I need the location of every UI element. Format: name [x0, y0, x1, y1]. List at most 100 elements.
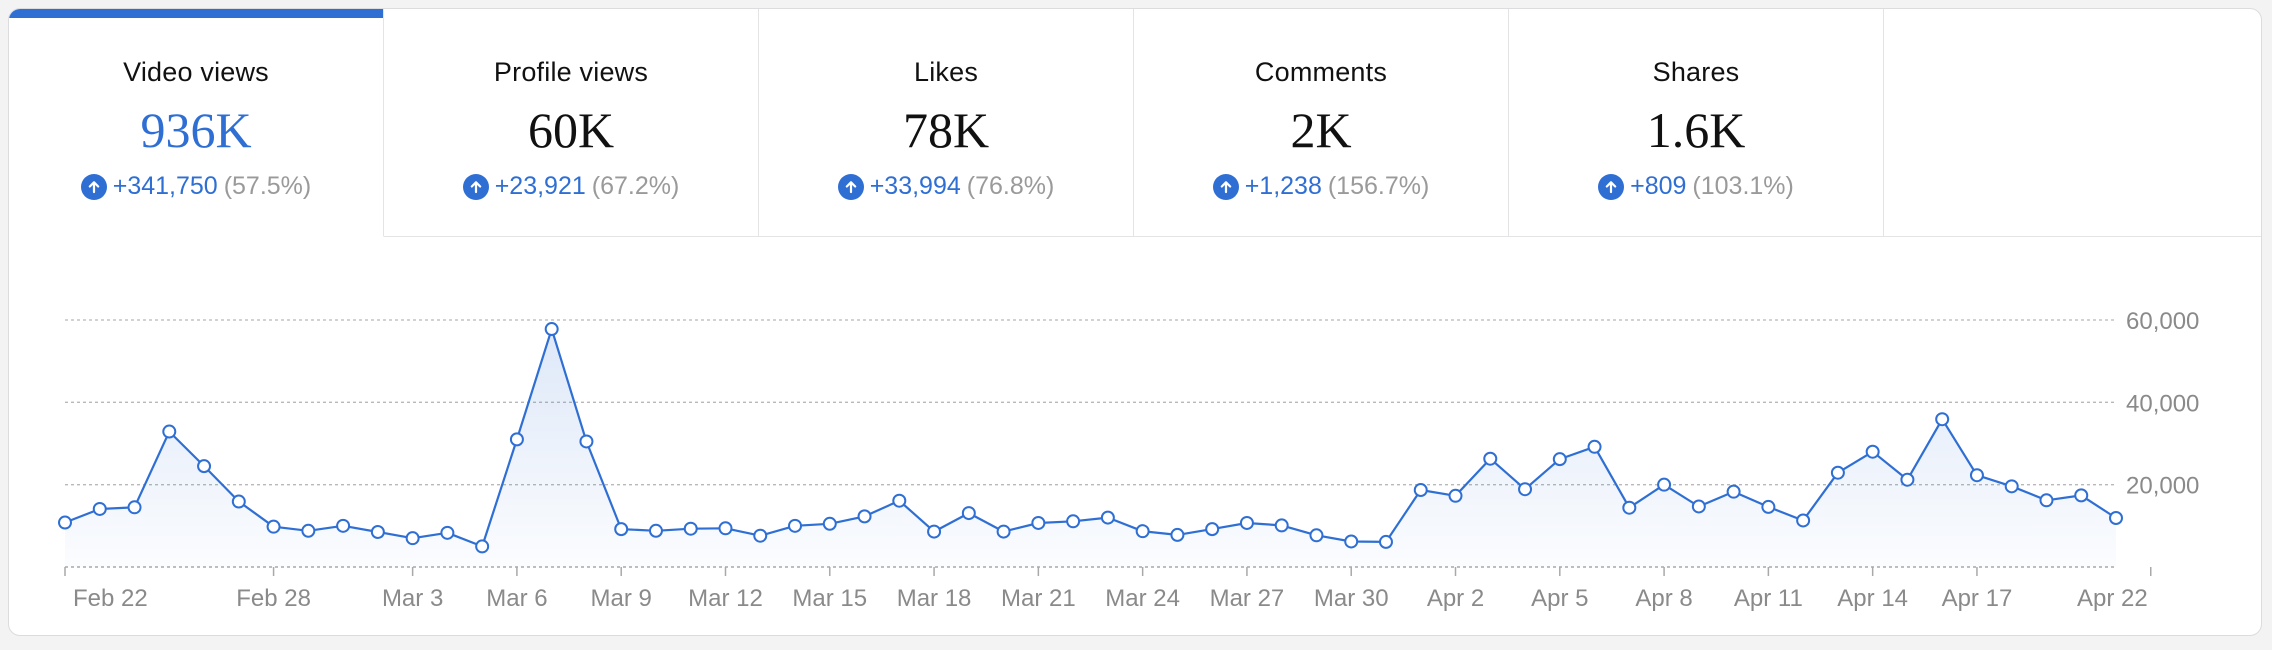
chart-svg: 20,000 40,000 60,000 Feb 22 Feb 28 Mar 3 Mar 6…: [58, 308, 2199, 612]
arrow-up-icon: [80, 173, 107, 200]
data-point: [718, 521, 733, 536]
data-point: [1726, 484, 1741, 499]
data-point: [336, 518, 351, 533]
data-point: [1378, 534, 1393, 549]
data-point: [266, 519, 281, 534]
x-tick-label: Mar 9: [591, 585, 652, 612]
data-point: [1413, 483, 1428, 498]
delta-absolute: +23,921: [494, 172, 586, 200]
tab-spacer: [1884, 9, 2261, 237]
tab-delta: +23,921 (67.2%): [384, 172, 758, 201]
data-point: [892, 493, 907, 508]
series-line: [64, 327, 2117, 548]
tab-value: 936K: [140, 102, 252, 158]
x-tick-label: Feb 28: [236, 585, 311, 612]
arrow-up-icon: [1598, 173, 1625, 200]
delta-absolute: +1,238: [1244, 172, 1322, 200]
views-chart: 20,000 40,000 60,000 Feb 22 Feb 28 Mar 3 Mar 6…: [9, 237, 2261, 635]
data-point: [753, 528, 768, 543]
arrow-up-icon: [837, 173, 864, 200]
x-tick-label: Mar 12: [688, 585, 763, 612]
delta-percent: (76.8%): [966, 172, 1055, 200]
delta-percent: (156.7%): [1327, 172, 1430, 200]
data-point: [1170, 527, 1185, 542]
y-tick-label: 40,000: [2126, 390, 2199, 417]
tab-label: Video views: [123, 57, 269, 87]
tab-delta: +1,238 (156.7%): [1134, 172, 1508, 201]
tab-value: 60K: [527, 102, 615, 158]
tab-value: 2K: [1290, 102, 1352, 158]
data-point: [1935, 412, 1950, 427]
data-point: [683, 521, 698, 536]
delta-percent: (57.5%): [223, 172, 312, 200]
data-point: [544, 322, 559, 337]
analytics-card: Video views 936K +341,750 (57.5%) Profile vi…: [8, 8, 2262, 636]
tab-delta: +341,750 (57.5%): [9, 172, 383, 201]
y-tick-label: 60,000: [2126, 308, 2199, 335]
data-point: [1309, 528, 1324, 543]
x-tick-label: Apr 22: [2077, 585, 2148, 612]
x-tick-label: Apr 8: [1635, 585, 1692, 612]
data-point: [1552, 452, 1567, 467]
data-point: [2109, 511, 2123, 526]
delta-percent: (67.2%): [591, 172, 680, 200]
data-point: [648, 523, 663, 538]
data-point: [301, 523, 316, 538]
data-point: [1518, 482, 1533, 497]
data-point: [788, 518, 803, 533]
tab-value: 1.6K: [1646, 102, 1746, 158]
data-point: [2039, 493, 2054, 508]
tab-delta: +33,994 (76.8%): [759, 172, 1133, 201]
tab-delta: +809 (103.1%): [1509, 172, 1883, 201]
data-point: [614, 522, 629, 537]
x-tick-label: Mar 24: [1105, 585, 1180, 612]
data-point: [1239, 515, 1254, 530]
x-tick-label: Apr 11: [1734, 585, 1803, 612]
series-area: [65, 329, 2116, 567]
data-point: [509, 432, 524, 447]
data-point: [370, 525, 385, 540]
data-point: [1066, 514, 1081, 529]
data-point: [475, 539, 490, 554]
x-tick-label: Apr 14: [1837, 585, 1908, 612]
tab-shares[interactable]: Shares 1.6K +809 (103.1%): [1509, 9, 1884, 237]
x-tick-label: Mar 15: [792, 585, 867, 612]
x-tick-label: Mar 3: [382, 585, 443, 612]
data-point: [2004, 479, 2019, 494]
delta-absolute: +341,750: [112, 172, 218, 200]
data-point: [1031, 515, 1046, 530]
x-tick-label: Feb 22: [73, 585, 148, 612]
tab-profile-views[interactable]: Profile views 60K +23,921 (67.2%): [384, 9, 759, 237]
tab-label: Profile views: [493, 57, 649, 87]
data-point: [1135, 524, 1150, 539]
tab-label: Shares: [1652, 57, 1740, 87]
data-point: [1900, 472, 1915, 487]
data-point: [1865, 444, 1880, 459]
data-point: [1274, 518, 1289, 533]
data-point: [1761, 499, 1776, 514]
data-point: [1205, 522, 1220, 537]
delta-percent: (103.1%): [1692, 172, 1794, 200]
tab-value: 78K: [902, 102, 990, 158]
data-point: [1622, 500, 1637, 515]
x-tick-label: Mar 21: [1001, 585, 1076, 612]
y-tick-label: 20,000: [2126, 473, 2199, 500]
tab-comments[interactable]: Comments 2K +1,238 (156.7%): [1134, 9, 1509, 237]
data-point: [1657, 477, 1672, 492]
data-point: [857, 509, 872, 524]
data-point: [1830, 465, 1845, 480]
x-tick-label: Apr 17: [1942, 585, 2013, 612]
delta-absolute: +33,994: [869, 172, 961, 200]
tab-likes[interactable]: Likes 78K +33,994 (76.8%): [759, 9, 1134, 237]
data-point: [2074, 488, 2089, 503]
data-point: [1448, 488, 1463, 503]
data-point: [996, 524, 1011, 539]
x-tick-label: Mar 30: [1314, 585, 1389, 612]
arrow-up-icon: [462, 173, 489, 200]
x-tick-label: Mar 6: [486, 585, 547, 612]
data-point: [927, 524, 942, 539]
data-point: [961, 506, 976, 521]
data-point: [440, 525, 455, 540]
data-point: [58, 515, 72, 530]
tab-video-views[interactable]: Video views 936K +341,750 (57.5%): [9, 9, 384, 237]
